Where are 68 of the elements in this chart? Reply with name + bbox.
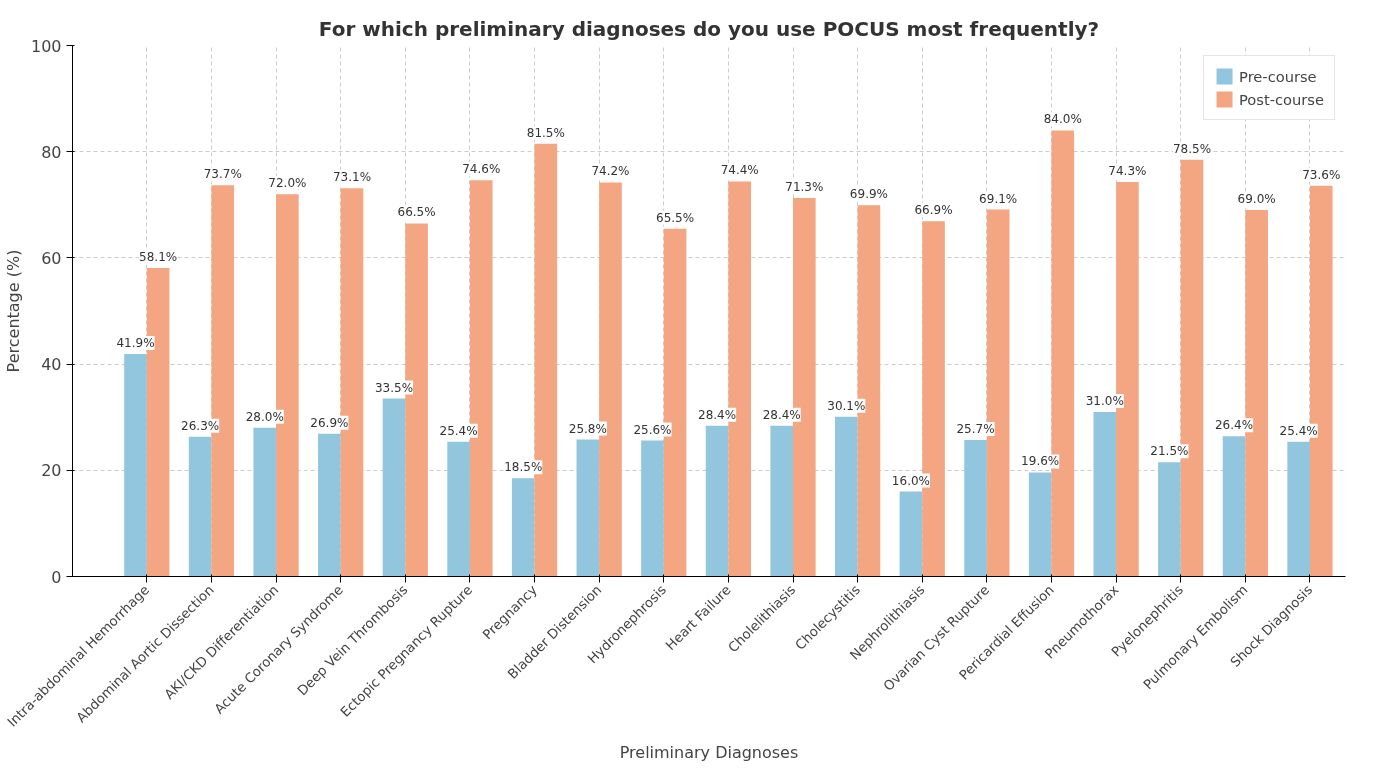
- data-label: 28.4%: [698, 407, 737, 422]
- bar: [253, 427, 277, 577]
- bar: [511, 478, 535, 577]
- data-label: 74.3%: [1108, 163, 1147, 178]
- bar: [318, 433, 341, 577]
- data-label: 28.4%: [762, 407, 801, 422]
- data-label: 26.4%: [1214, 418, 1254, 433]
- y-tick-label: 60: [41, 248, 62, 268]
- data-label: 73.1%: [332, 170, 372, 185]
- data-label: 31.0%: [1085, 393, 1124, 408]
- bar: [1093, 411, 1117, 577]
- y-tick-label: 0: [51, 567, 62, 587]
- legend-label: Pre-course: [1239, 67, 1317, 85]
- data-label: 78.5%: [1172, 141, 1212, 156]
- data-label: 33.5%: [374, 380, 414, 395]
- bar: [382, 398, 406, 577]
- data-label: 66.9%: [914, 203, 953, 218]
- data-label: 30.1%: [827, 398, 866, 413]
- bar: [188, 436, 212, 577]
- bar: [447, 441, 470, 577]
- bar: [835, 416, 858, 577]
- y-tick-label: 100: [30, 36, 62, 56]
- data-label: 58.1%: [139, 249, 178, 264]
- data-label: 26.3%: [181, 418, 220, 433]
- y-axis-title: Percentage (%): [3, 249, 23, 373]
- x-axis-title: Preliminary Diagnoses: [619, 743, 799, 763]
- data-label: 21.5%: [1150, 444, 1189, 459]
- data-label: 71.3%: [785, 179, 824, 194]
- bar: [1287, 441, 1310, 577]
- data-label: 26.9%: [310, 415, 349, 430]
- data-label: 25.4%: [439, 423, 478, 438]
- bar: [899, 491, 923, 577]
- data-label: 28.0%: [245, 409, 284, 424]
- y-tick-label: 40: [41, 355, 62, 375]
- bar: [964, 440, 987, 577]
- bar: [770, 425, 794, 577]
- data-label: 18.5%: [504, 460, 543, 475]
- data-label: 74.2%: [591, 164, 630, 179]
- data-label: 25.7%: [956, 422, 995, 437]
- data-label: 25.8%: [568, 421, 607, 436]
- legend-label: Post-course: [1239, 90, 1324, 108]
- data-label: 74.6%: [462, 162, 501, 177]
- bar: [1028, 472, 1052, 577]
- data-label: 25.4%: [1279, 423, 1318, 438]
- data-label: 41.9%: [116, 336, 155, 351]
- data-label: 69.0%: [1237, 192, 1276, 207]
- data-label: 16.0%: [891, 473, 930, 488]
- y-tick-label: 20: [41, 461, 62, 481]
- y-tick-label: 80: [41, 142, 62, 162]
- data-label: 65.5%: [656, 210, 695, 225]
- chart-title: For which preliminary diagnoses do you use POCUS most frequently?: [318, 16, 1100, 41]
- bar: [576, 439, 600, 577]
- data-label: 74.4%: [720, 163, 759, 178]
- bar: [641, 440, 664, 577]
- data-label: 25.6%: [633, 422, 672, 437]
- data-label: 72.0%: [268, 176, 307, 191]
- bar: [1158, 462, 1181, 577]
- bar: [1222, 436, 1246, 577]
- data-label: 84.0%: [1043, 112, 1082, 127]
- data-label: 73.7%: [203, 167, 242, 182]
- data-label: 73.6%: [1302, 167, 1341, 182]
- data-label: 19.6%: [1021, 454, 1060, 469]
- bar: [705, 425, 729, 577]
- bar: [124, 354, 147, 577]
- data-label: 66.5%: [397, 205, 436, 220]
- data-label: 69.9%: [849, 187, 888, 202]
- data-label: 81.5%: [526, 125, 565, 140]
- data-label: 69.1%: [979, 191, 1018, 206]
